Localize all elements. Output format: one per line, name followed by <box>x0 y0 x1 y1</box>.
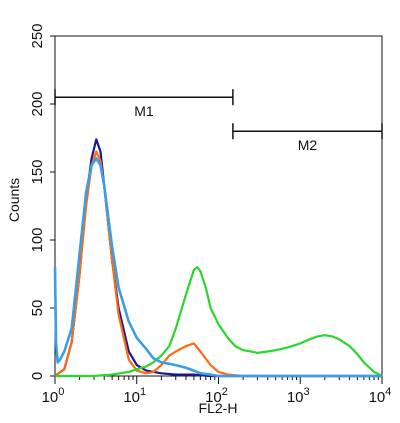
x-tick-label: 100 <box>42 386 65 406</box>
y-tick-label: 200 <box>29 91 46 116</box>
y-tick-label: 0 <box>29 372 46 380</box>
series-line-3 <box>55 266 383 378</box>
y-tick-label: 100 <box>29 227 46 252</box>
y-axis-title: Counts <box>6 178 22 222</box>
x-tick-label: 101 <box>123 386 146 406</box>
series-line-4 <box>53 157 382 378</box>
x-tick-label: 104 <box>369 386 392 406</box>
y-tick-label: 150 <box>29 159 46 184</box>
x-axis: 100 101 102 103 104 <box>42 376 392 406</box>
y-tick-label: 50 <box>29 300 46 317</box>
marker-M1-label: M1 <box>134 103 154 119</box>
series-line-2 <box>54 150 382 378</box>
x-tick-label: 103 <box>287 386 310 406</box>
y-tick-label: 250 <box>29 23 46 48</box>
series-layer <box>53 138 383 378</box>
x-axis-title: FL2-H <box>199 400 238 416</box>
marker-gates: M1 M2 <box>54 89 383 153</box>
marker-M2-label: M2 <box>298 137 318 153</box>
series-line-1 <box>54 138 382 378</box>
y-axis: 0 50 100 150 200 250 <box>29 23 55 380</box>
x-tick-label: 102 <box>205 386 228 406</box>
